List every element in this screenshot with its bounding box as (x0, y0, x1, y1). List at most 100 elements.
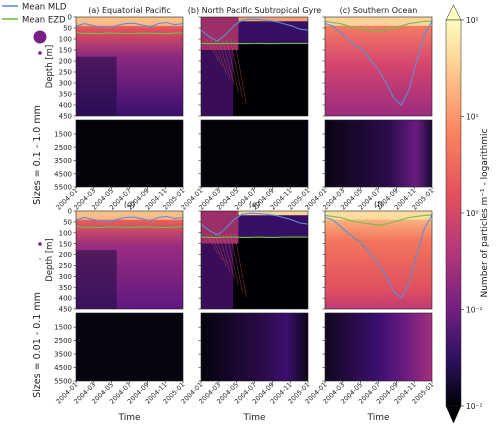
colorbar-tick-label-4: 10⁻² (466, 402, 483, 411)
size-marker-tiny (39, 258, 41, 260)
particle-trail-e-2 (214, 232, 227, 267)
ylabel-d: Depth [m] (45, 238, 55, 282)
heatmap-surface-d (76, 211, 183, 220)
ytick-label-d-6: 300 (59, 273, 72, 281)
xlabel-e: Time (242, 413, 265, 423)
heatmap-lower-a (76, 120, 183, 187)
ytick-lower-label-a-0: 1500 (54, 131, 72, 139)
particle-trail-e-4 (222, 232, 235, 280)
ytick-lower-label-d-1: 2500 (54, 337, 72, 345)
heatmap-surface-e (238, 211, 308, 216)
panel-upper-frame-d (75, 210, 184, 310)
particle-trail-b-5 (226, 38, 239, 92)
panel-title-a: (a) Equatorial Pacific (88, 6, 170, 15)
ytick-lower-label-d-3: 4500 (54, 364, 72, 372)
ytick-label-d-2: 100 (59, 229, 72, 237)
panel-e: (e)2004-012004-032004-052004-072004-0920… (180, 200, 312, 423)
mld-line-d (75, 215, 184, 223)
heatmap-early-e (201, 211, 239, 244)
ytick-lower-label-d-4: 5500 (54, 378, 72, 386)
panel-upper-frame-a (75, 16, 184, 117)
ytick-label-a-4: 200 (59, 58, 72, 66)
ytick-lower-label-d-2: 3500 (54, 351, 72, 359)
colorbar-body (445, 19, 462, 407)
particle-trail-b-0 (206, 38, 219, 62)
heatmap-lower-b (201, 120, 308, 187)
row-label-0: Sizes = 0.1 - 1.0 mm (32, 105, 43, 205)
xlabel-f: Time (366, 413, 389, 423)
panel-title-c: (c) Southern Ocean (340, 6, 418, 15)
panel-title-e: (e) (249, 200, 260, 209)
mld-line-b (200, 18, 309, 42)
heatmap-dark-left-d (76, 250, 117, 309)
colorbar-tick-label-1: 10¹ (466, 113, 479, 122)
heatmap-surface-f (325, 211, 432, 220)
particle-trail-e-7 (234, 232, 247, 298)
particle-trail-e-5 (226, 232, 239, 286)
ytick-label-a-7: 350 (59, 91, 72, 99)
panel-a: (a) Equatorial Pacific 0 50 100 150 200 250 300… (45, 6, 186, 227)
heatmap-early-deep-e (201, 243, 234, 309)
colorbar-extend-bottom (445, 405, 462, 424)
colorbar-extend-top (445, 4, 462, 21)
heatmap-surface-c (325, 17, 432, 26)
heatmap-upper-c (325, 17, 432, 116)
ytick-label-d-8: 400 (59, 295, 72, 303)
panel-c: (c) Southern Ocean2004-012004-032004-052… (304, 6, 436, 227)
colorbar-label: Number of particles m⁻¹ - logarithmic (480, 128, 490, 297)
ytick-label-a-5: 250 (59, 69, 72, 77)
ytick-lower-label-a-1: 2500 (54, 144, 72, 152)
particle-trail-b-4 (222, 38, 235, 86)
ytick-label-d-7: 350 (59, 284, 72, 292)
ytick-label-a-2: 100 (59, 36, 72, 44)
panel-upper-frame-e (200, 210, 309, 310)
particle-trail-e-6 (230, 232, 243, 292)
panel-d: (d) 0 50 100 150 200 250 300 350 400 450 1500 2500 35… (45, 200, 186, 423)
mld-line-a (75, 21, 184, 29)
ytick-label-a-6: 300 (59, 80, 72, 88)
panel-title-d: (d) (124, 200, 135, 209)
particle-trail-b-3 (218, 38, 231, 80)
ytick-lower-label-a-2: 3500 (54, 157, 72, 165)
heatmap-mixed-b (238, 21, 308, 44)
row-label-1: Sizes = 0.01 - 0.1 mm (32, 292, 43, 398)
heatmap-mixed-e (238, 215, 308, 238)
ytick-label-d-0: 0 (68, 208, 72, 216)
ytick-lower-label-a-3: 4500 (54, 170, 72, 178)
ylabel-a: Depth [m] (45, 45, 55, 89)
ezd-line-f (324, 214, 433, 226)
panels: (a) Equatorial Pacific 0 50 100 150 200 250 300… (45, 6, 435, 423)
heatmap-dark-left-a (76, 56, 117, 116)
row-labels: Sizes = 0.1 - 1.0 mm Sizes = 0.01 - 0.1 m… (32, 105, 43, 398)
heatmap-surface-a (76, 17, 183, 26)
ytick-label-a-3: 150 (59, 47, 72, 55)
size-marker-large (33, 30, 47, 44)
legend-label-0: Mean MLD (22, 3, 67, 13)
ytick-label-a-9: 450 (59, 113, 72, 121)
colorbar-tick-label-2: 10⁰ (466, 209, 479, 218)
colorbar-tick-label-3: 10⁻¹ (466, 306, 483, 315)
ytick-label-d-9: 450 (59, 306, 72, 314)
panel-title-b: (b) North Pacific Subtropical Gyre (188, 6, 322, 15)
ytick-label-a-1: 50 (63, 25, 72, 33)
ytick-label-d-5: 250 (59, 262, 72, 270)
ezd-line-a (75, 31, 184, 35)
particle-trail-b-6 (230, 38, 243, 99)
panel-upper-frame-c (324, 16, 433, 117)
particle-trail-e-3 (218, 232, 231, 273)
colorbar-tick-label-0: 10² (466, 16, 479, 25)
size-marker-medium (38, 51, 42, 55)
ezd-line-c (324, 20, 433, 32)
panel-b: (b) North Pacific Subtropical Gyre2004-0… (180, 6, 322, 227)
ytick-lower-label-a-4: 5500 (54, 184, 72, 192)
particle-trail-b-2 (214, 38, 227, 74)
heatmap-lower-e (201, 313, 308, 381)
xlabel-d: Time (117, 413, 140, 423)
ytick-lower-label-d-0: 1500 (54, 324, 72, 332)
ytick-label-d-3: 150 (59, 240, 72, 248)
panel-title-f: (f) (374, 200, 383, 209)
heatmap-early-b (201, 17, 239, 50)
mld-line-e (200, 212, 309, 236)
colorbar: 10² 10¹ 10⁰ 10⁻¹ 10⁻² Number of particles m⁻¹… (445, 4, 490, 424)
